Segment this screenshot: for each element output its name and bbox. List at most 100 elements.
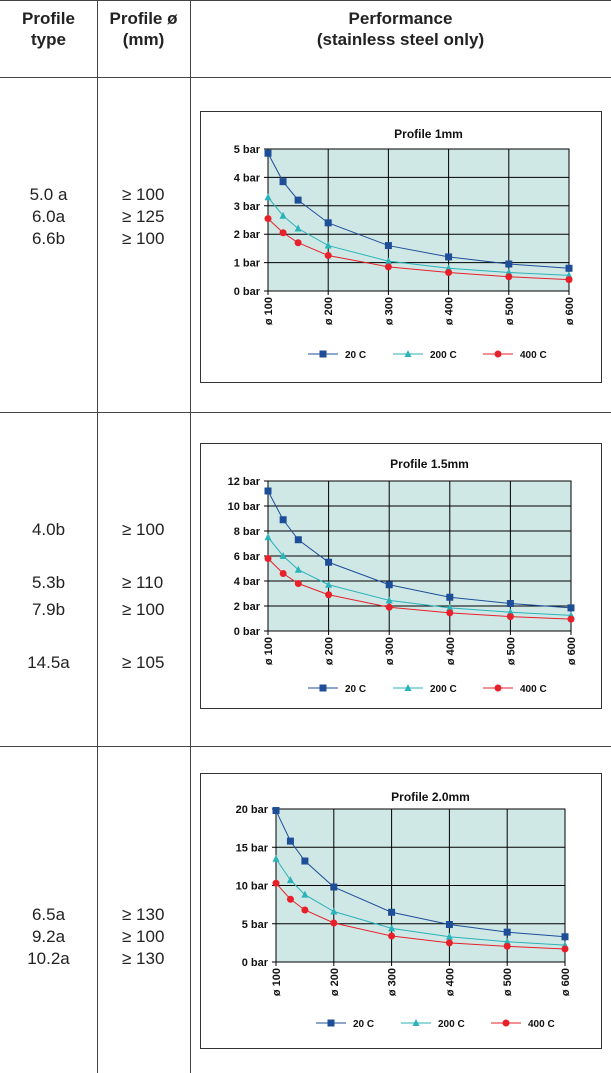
row1-profile-types: 5.0 a 6.0a 6.6b	[0, 184, 97, 250]
data-point-triangle	[301, 890, 309, 898]
x-tick-label: ø 100	[271, 968, 283, 996]
y-tick-label: 2 bar	[234, 229, 261, 241]
profile-type: 9.2a	[31, 927, 66, 946]
row2-profile-diameters: ≥ 100 ≥ 110 ≥ 100 ≥ 105	[122, 517, 164, 676]
data-point-square	[567, 604, 575, 612]
data-point-triangle	[446, 603, 454, 611]
profile-type: 4.0b	[31, 520, 66, 539]
profile-type: 5.3b	[31, 573, 66, 592]
profile-diameter: ≥ 100	[122, 229, 165, 248]
profile-diameter: ≥ 100	[122, 927, 165, 946]
profile-diameter: ≥ 125	[122, 207, 165, 226]
data-point-circle	[565, 276, 573, 284]
header-performance-line2: (stainless steel only)	[316, 30, 485, 49]
data-point-circle	[388, 932, 396, 940]
data-point-triangle	[385, 596, 393, 604]
x-tick-label: ø 500	[504, 297, 516, 325]
data-point-circle	[506, 613, 514, 621]
x-tick-label: ø 100	[263, 297, 275, 325]
table-border-top	[0, 0, 611, 1]
data-point-square	[384, 242, 392, 250]
data-point-square	[330, 883, 338, 891]
legend-marker-square	[319, 684, 327, 692]
data-point-circle	[279, 570, 287, 577]
table-row-divider	[0, 746, 611, 747]
data-point-circle	[385, 603, 393, 611]
row3-profile-types: 6.5a 9.2a 10.2a	[0, 904, 97, 970]
y-tick-label: 0 bar	[242, 957, 269, 969]
header-profile-diameter-line1: Profile ø	[109, 9, 178, 28]
x-tick-label: ø 200	[324, 637, 336, 665]
data-point-circle	[324, 252, 332, 259]
data-point-square	[279, 178, 287, 186]
plot-area	[267, 148, 570, 292]
y-tick-label: 8 bar	[234, 526, 261, 538]
data-point-triangle	[325, 580, 333, 588]
data-point-triangle	[384, 257, 392, 265]
y-tick-label: 5 bar	[234, 144, 261, 156]
chart-profile-1mm: 0 bar 1 bar 2 bar 3 bar 4 bar 5 bar ø 100 ø 200…	[234, 127, 576, 361]
header-performance: Performance (stainless steel only)	[190, 8, 611, 50]
legend-label: 200 C	[430, 350, 457, 361]
table-col-divider	[97, 0, 98, 1073]
header-profile-diameter: Profile ø (mm)	[97, 8, 190, 50]
data-point-square	[445, 921, 453, 929]
chart-title: Profile 2.0mm	[391, 790, 470, 804]
x-tick-label: ø 600	[566, 637, 578, 665]
x-tick-label: ø 600	[564, 297, 576, 325]
data-point-circle	[567, 615, 575, 623]
x-tick-label: ø 300	[384, 637, 396, 665]
data-point-square	[264, 487, 272, 495]
data-point-triangle	[388, 924, 396, 932]
legend-label: 400 C	[528, 1019, 555, 1030]
row1-profile-diameters: ≥ 100 ≥ 125 ≥ 100	[122, 184, 164, 250]
profile-type: 10.2a	[27, 949, 70, 968]
y-tick-label: 4 bar	[234, 576, 261, 588]
legend-label: 20 C	[345, 684, 366, 695]
y-tick-label: 10 bar	[228, 501, 261, 513]
x-tick-label: ø 300	[387, 968, 399, 996]
profile-diameter: ≥ 130	[122, 949, 165, 968]
y-tick-label: 15 bar	[236, 842, 269, 854]
chart-title: Profile 1.5mm	[390, 457, 469, 471]
data-point-square	[272, 807, 280, 815]
data-point-triangle	[264, 193, 272, 201]
legend-label: 20 C	[353, 1019, 374, 1030]
table-header-divider	[0, 77, 611, 78]
header-profile-diameter-line2: (mm)	[122, 30, 165, 49]
profile-type: 14.5a	[27, 652, 70, 672]
chart-profile-2mm: 0 bar 5 bar 10 bar 15 bar 20 bar ø 100 ø 200 ø …	[236, 790, 572, 1030]
profile-diameter: ≥ 105	[122, 652, 165, 672]
data-point-circle	[503, 942, 511, 950]
data-point-circle	[264, 215, 272, 223]
y-tick-label: 3 bar	[234, 201, 261, 213]
y-tick-label: 5 bar	[242, 919, 269, 931]
profile-diameter: ≥ 100	[122, 185, 165, 204]
data-point-triangle	[264, 533, 272, 541]
profile-diameter: ≥ 100	[122, 520, 165, 539]
table-col-divider	[190, 0, 191, 1073]
data-point-square	[505, 260, 513, 268]
data-point-triangle	[503, 937, 511, 945]
data-point-square	[445, 253, 453, 261]
header-performance-line1: Performance	[348, 9, 453, 28]
data-point-triangle	[294, 224, 302, 232]
profile-type-spacer	[0, 623, 97, 650]
legend-marker-square	[327, 1019, 335, 1027]
data-point-circle	[279, 229, 287, 237]
data-point-circle	[505, 273, 513, 281]
data-point-square	[325, 558, 333, 566]
data-point-triangle	[445, 932, 453, 940]
x-tick-label: ø 100	[263, 637, 275, 665]
data-point-triangle	[506, 608, 514, 616]
x-tick-label: ø 600	[560, 968, 572, 996]
chart-profile-1mm-box: 0 bar 1 bar 2 bar 3 bar 4 bar 5 bar ø 100 ø 200…	[200, 111, 602, 383]
data-point-circle	[294, 239, 302, 247]
data-point-square	[294, 196, 302, 204]
header-profile-type: Profile type	[0, 8, 97, 50]
data-point-circle	[445, 939, 453, 947]
data-point-circle	[264, 555, 272, 562]
data-point-circle	[561, 945, 569, 953]
y-tick-label: 10 bar	[236, 881, 269, 893]
row2-profile-types: 4.0b 5.3b 7.9b 14.5a	[0, 517, 97, 676]
